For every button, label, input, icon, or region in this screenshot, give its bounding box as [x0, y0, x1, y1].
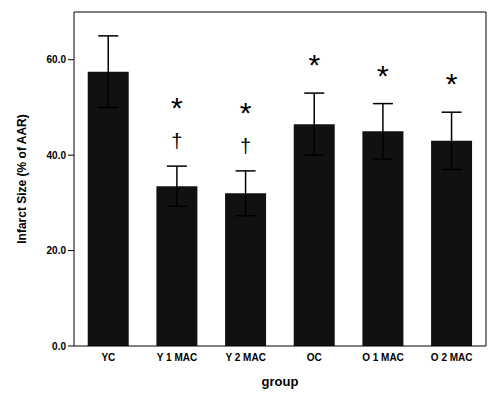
svg-text:O 2 MAC: O 2 MAC: [431, 352, 473, 363]
svg-text:Y 2 MAC: Y 2 MAC: [225, 352, 265, 363]
svg-text:*: *: [308, 48, 320, 81]
svg-text:†: †: [171, 130, 182, 152]
svg-text:0.0: 0.0: [52, 341, 66, 352]
svg-text:†: †: [240, 135, 251, 157]
svg-text:O 1 MAC: O 1 MAC: [362, 352, 404, 363]
svg-text:OC: OC: [307, 352, 322, 363]
svg-text:*: *: [446, 67, 458, 100]
svg-text:*: *: [171, 91, 183, 124]
svg-text:20.0: 20.0: [47, 245, 67, 256]
svg-text:*: *: [377, 59, 389, 92]
svg-text:group: group: [262, 374, 299, 389]
svg-text:Infarct Size (% of AAR): Infarct Size (% of AAR): [15, 114, 29, 244]
svg-text:60.0: 60.0: [47, 54, 67, 65]
svg-text:YC: YC: [101, 352, 115, 363]
svg-text:40.0: 40.0: [47, 150, 67, 161]
svg-text:*: *: [240, 96, 252, 129]
svg-text:Y 1 MAC: Y 1 MAC: [157, 352, 197, 363]
